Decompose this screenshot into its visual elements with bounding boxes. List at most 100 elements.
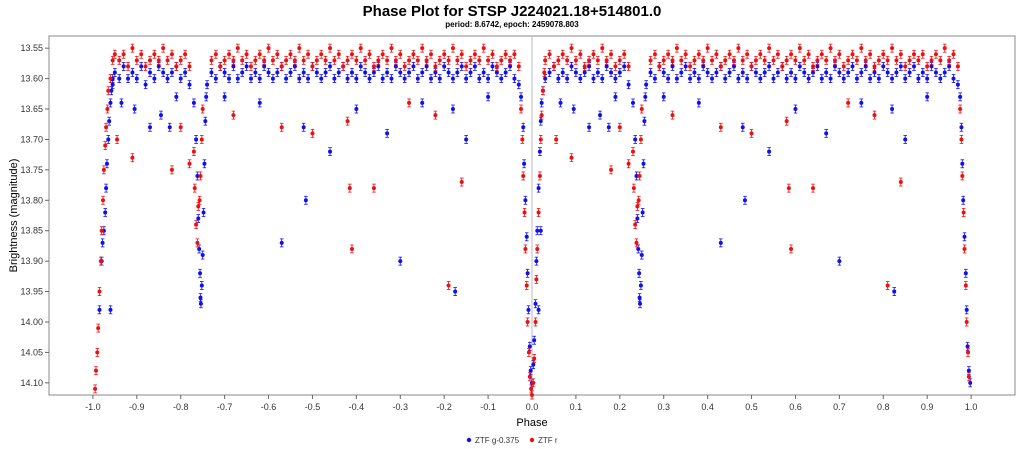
x-tick-label: 0.6 — [789, 402, 802, 412]
data-point — [244, 64, 249, 69]
data-point — [872, 64, 877, 69]
data-point — [828, 46, 833, 51]
data-point — [209, 58, 214, 63]
data-point — [644, 82, 649, 87]
data-point — [762, 70, 767, 75]
data-point — [385, 131, 390, 136]
data-point — [947, 64, 952, 69]
data-point — [187, 82, 192, 87]
data-point — [200, 253, 205, 258]
data-point — [569, 64, 574, 69]
data-point — [363, 70, 368, 75]
data-point — [200, 107, 205, 112]
data-point — [248, 76, 253, 81]
data-point — [714, 70, 719, 75]
data-point — [652, 76, 657, 81]
data-point — [771, 76, 776, 81]
data-point — [534, 259, 539, 264]
data-point — [890, 107, 895, 112]
data-point — [683, 64, 688, 69]
data-point — [696, 52, 701, 57]
data-point — [110, 58, 115, 63]
data-point — [134, 76, 139, 81]
data-point — [642, 119, 647, 124]
data-point — [393, 58, 398, 63]
data-point — [745, 76, 750, 81]
data-point — [925, 64, 930, 69]
data-point — [604, 64, 609, 69]
data-point — [573, 70, 578, 75]
data-point — [437, 58, 442, 63]
data-point — [310, 64, 315, 69]
data-point — [784, 119, 789, 124]
data-point — [389, 46, 394, 51]
data-point — [916, 76, 921, 81]
data-point — [240, 70, 245, 75]
data-point — [824, 58, 829, 63]
data-point — [97, 307, 102, 312]
x-tick-label: 0.9 — [921, 402, 934, 412]
data-point — [524, 234, 529, 239]
data-point — [453, 289, 458, 294]
data-point — [284, 58, 289, 63]
data-point — [652, 52, 657, 57]
data-point — [571, 107, 576, 112]
data-point — [446, 70, 451, 75]
data-point — [609, 52, 614, 57]
data-point — [718, 125, 723, 130]
data-point — [314, 58, 319, 63]
legend-marker-g — [466, 437, 472, 443]
x-tick-label: 0.5 — [745, 402, 758, 412]
data-point — [626, 64, 631, 69]
data-point — [472, 64, 477, 69]
data-point — [533, 319, 538, 324]
data-point — [328, 149, 333, 154]
data-point — [101, 167, 106, 172]
data-point — [526, 350, 531, 355]
data-point — [701, 58, 706, 63]
data-point — [486, 58, 491, 63]
data-point — [303, 198, 308, 203]
data-point — [582, 70, 587, 75]
data-point — [846, 58, 851, 63]
data-point — [863, 58, 868, 63]
data-point — [244, 52, 249, 57]
data-point — [345, 76, 350, 81]
data-point — [521, 173, 526, 178]
data-point — [532, 356, 537, 361]
data-point — [494, 64, 499, 69]
y-tick-label: 13.80 — [20, 195, 43, 205]
data-point — [385, 70, 390, 75]
data-point — [367, 76, 372, 81]
data-point — [929, 64, 934, 69]
data-point — [527, 344, 532, 349]
data-point — [538, 119, 543, 124]
data-point — [894, 58, 899, 63]
legend-marker-r — [529, 437, 535, 443]
data-point — [850, 64, 855, 69]
data-point — [955, 82, 960, 87]
data-point — [147, 125, 152, 130]
data-point — [554, 137, 559, 142]
data-point — [885, 70, 890, 75]
data-point — [775, 52, 780, 57]
data-point — [354, 76, 359, 81]
data-point — [332, 58, 337, 63]
data-point — [569, 46, 574, 51]
data-point — [231, 113, 236, 118]
data-point — [780, 64, 785, 69]
data-point — [920, 52, 925, 57]
data-point — [257, 52, 262, 57]
data-point — [178, 58, 183, 63]
data-point — [881, 64, 886, 69]
data-point — [262, 64, 267, 69]
data-point — [661, 58, 666, 63]
data-point — [525, 319, 530, 324]
data-point — [947, 58, 952, 63]
data-point — [446, 58, 451, 63]
data-point — [178, 76, 183, 81]
data-point — [890, 76, 895, 81]
data-point — [633, 137, 638, 142]
data-point — [767, 149, 772, 154]
data-point — [683, 52, 688, 57]
